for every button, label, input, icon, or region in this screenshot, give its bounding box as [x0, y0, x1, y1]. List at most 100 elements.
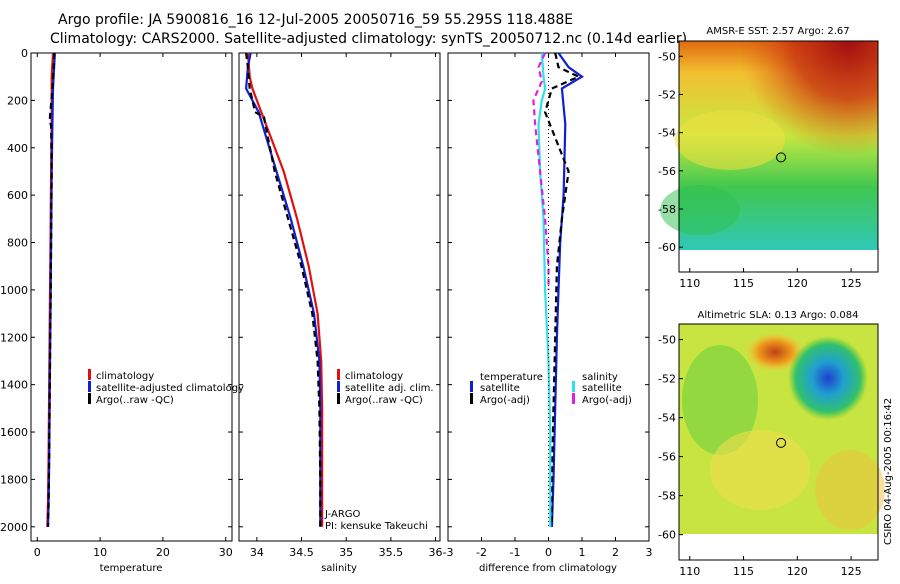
annotation-j-argo: J-ARGO	[324, 509, 361, 520]
map-x-tick-label: 120	[787, 277, 808, 290]
sst-map-title: AMSR-E SST: 2.57 Argo: 2.67	[706, 26, 849, 37]
y-tick-label: 1200	[0, 331, 28, 344]
map-y-tick-label: -58	[658, 490, 676, 503]
map-y-tick-label: -52	[658, 373, 676, 386]
map-y-tick-label: -60	[658, 241, 676, 254]
map-y-tick-label: -50	[658, 50, 676, 63]
legend-swatch-sal-satellite	[572, 381, 575, 392]
difference-legend-left: temperature satellite Argo(-adj)	[470, 372, 543, 406]
y-tick-label: 1400	[0, 379, 28, 392]
x-tick-label: 0	[34, 546, 41, 559]
x-tick-label: -1	[510, 546, 521, 559]
x-tick-label: 30	[219, 546, 233, 559]
legend-label-satellite: satellite-adjusted climatology	[96, 383, 244, 394]
salinity-axes-frame	[238, 52, 441, 542]
legend-swatch-sal-argo	[572, 393, 575, 404]
annotation-pi: PI: kensuke Takeuchi	[325, 521, 428, 532]
y-tick-label: 800	[7, 237, 28, 250]
legend-label-sal-argo: Argo(-adj)	[582, 395, 632, 406]
legend-swatch-satellite	[337, 381, 340, 392]
y-tick-label: 600	[7, 189, 28, 202]
sst-map: AMSR-E SST: 2.57 Argo: 2.67 110 115 120 125…	[658, 26, 879, 290]
title-line-2: Climatology: CARS2000. Satellite-adjuste…	[50, 31, 687, 47]
map-y-tick-label: -58	[658, 203, 676, 216]
legend-header-salinity: salinity	[582, 372, 618, 383]
series-line-climatology	[246, 52, 324, 527]
difference-panel: -3 -2 -1 0 1 2 3 difference from climatology t…	[443, 52, 653, 574]
series-line-salinity-argo-adj-	[532, 52, 550, 290]
x-tick-label: -2	[476, 546, 487, 559]
map-x-tick-label: 120	[787, 565, 808, 578]
legend-label-temp-argo: Argo(-adj)	[480, 395, 530, 406]
x-tick-label: 35.5	[379, 546, 404, 559]
map-y-tick-label: -56	[658, 451, 676, 464]
y-tick-label: 1600	[0, 426, 28, 439]
legend-swatch-climatology	[88, 369, 91, 380]
legend-label-temp-satellite: satellite	[480, 383, 520, 394]
title-line-1: Argo profile: JA 5900816_16 12-Jul-2005 …	[58, 12, 573, 28]
salinity-panel: 34 34.5 35 35.5 36 salinity climatology sate…	[238, 52, 443, 574]
salinity-xlabel: salinity	[321, 563, 357, 574]
map-y-tick-label: -54	[658, 127, 676, 140]
sst-warm-tongue	[675, 110, 785, 170]
legend-label-sal-satellite: satellite	[582, 383, 622, 394]
series-line-argo-raw-qc-	[245, 52, 322, 527]
x-tick-label: 34	[250, 546, 264, 559]
temperature-xlabel: temperature	[100, 563, 163, 574]
sla-map: Altimetric SLA: 0.13 Argo: 0.084 110 115 1…	[658, 310, 885, 578]
x-tick-label: 3	[646, 546, 653, 559]
sla-high-anomaly	[745, 332, 805, 372]
y-tick-label: 0	[21, 47, 28, 60]
x-tick-label: 10	[93, 546, 107, 559]
sla-green-patch	[682, 345, 758, 455]
legend-label-climatology: climatology	[345, 371, 403, 382]
legend-label-argo: Argo(..raw -QC)	[345, 395, 423, 406]
map-x-tick-label: 125	[841, 565, 862, 578]
map-x-tick-label: 115	[733, 565, 754, 578]
legend-header-temperature: temperature	[480, 372, 543, 383]
x-tick-label: 0	[545, 546, 552, 559]
x-tick-label: 20	[156, 546, 170, 559]
map-x-tick-label: 110	[679, 565, 700, 578]
difference-xlabel: difference from climatology	[479, 563, 617, 574]
argo-position-marker	[776, 152, 787, 163]
y-tick-label: 1800	[0, 473, 28, 486]
sst-no-data-band	[679, 250, 878, 272]
sst-cold-patch	[660, 185, 740, 235]
sla-yellow-patch-east	[815, 450, 885, 530]
series-line-temperature-argo-adj-	[543, 52, 582, 527]
y-tick-label: 1000	[0, 284, 28, 297]
difference-legend-right: salinity satellite Argo(-adj)	[572, 372, 632, 406]
sla-no-data-band	[679, 534, 878, 536]
y-tick-label: 400	[7, 142, 28, 155]
map-x-tick-label: 125	[841, 277, 862, 290]
series-line-satellite-adj-clim-	[244, 52, 322, 527]
x-tick-label: 2	[612, 546, 619, 559]
legend-label-climatology: climatology	[96, 371, 154, 382]
temperature-panel: 0 10 20 30 0 200 400 600 800 1000 1200 1400 1600 1800…	[0, 47, 244, 574]
map-x-tick-label: 115	[733, 277, 754, 290]
legend-label-argo: Argo(..raw -QC)	[96, 395, 174, 406]
legend-swatch-temp-argo	[470, 393, 473, 404]
salinity-legend: climatology satellite adj. clim. Argo(..…	[337, 369, 434, 406]
temperature-legend: climatology satellite-adjusted climatolo…	[88, 369, 244, 406]
temperature-axes-frame	[30, 52, 233, 542]
legend-swatch-argo	[337, 393, 340, 404]
map-y-tick-label: -56	[658, 165, 676, 178]
credit-text: CSIRO 04-Aug-2005 00:16:42	[883, 398, 894, 545]
map-y-tick-label: -50	[658, 334, 676, 347]
y-tick-label: 2000	[0, 521, 28, 534]
sla-map-frame	[678, 323, 879, 561]
legend-swatch-temp-satellite	[470, 381, 473, 392]
map-y-tick-label: -52	[658, 88, 676, 101]
argo-position-marker	[776, 437, 787, 448]
sst-map-frame	[678, 40, 879, 273]
legend-swatch-argo	[88, 393, 91, 404]
y-tick-label: 200	[7, 94, 28, 107]
x-tick-label: 36	[429, 546, 443, 559]
sla-map-title: Altimetric SLA: 0.13 Argo: 0.084	[698, 310, 859, 321]
legend-label-satellite: satellite adj. clim.	[345, 383, 434, 394]
x-tick-label: 34.5	[289, 546, 314, 559]
legend-swatch-satellite	[88, 381, 91, 392]
